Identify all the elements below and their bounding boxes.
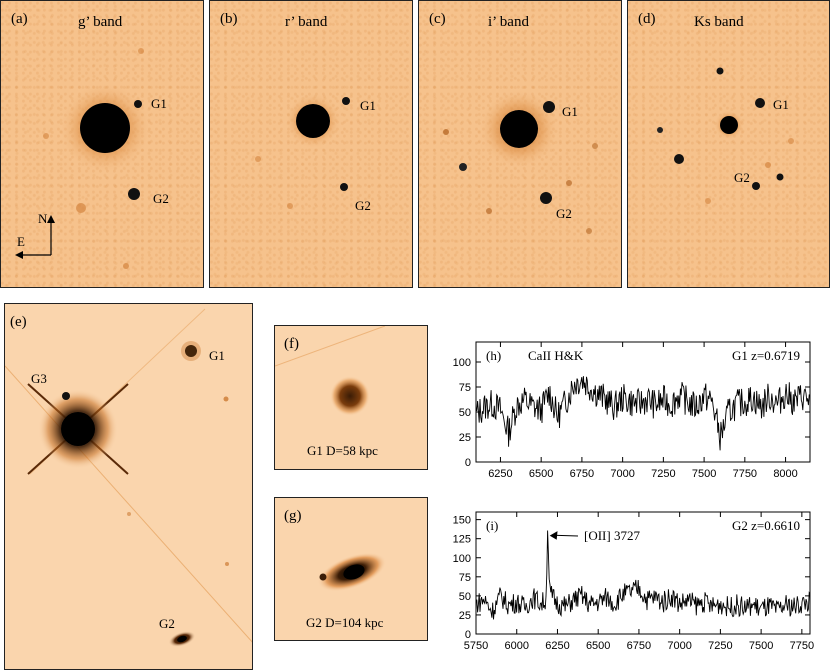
panel-f-label: (f) [284,336,299,352]
panel-e-g2-label: G2 [159,616,175,631]
panel-a-label: (a) [11,11,28,27]
panel-a-sources [15,48,151,269]
panel-g-label: (g) [284,508,302,524]
panel-e-g3-label: G3 [31,371,47,386]
panel-d-g2-label: G2 [734,170,750,185]
panel-b-g1-label: G1 [360,98,376,113]
plot-panel-label: (h) [486,348,501,363]
panel-c-sources [443,89,598,234]
panel-e-image: (e) G1 G3 G2 [4,303,253,670]
x-tick-label: 7250 [708,640,732,652]
x-tick-label: 6750 [570,468,594,480]
x-tick-label: 7250 [651,468,675,480]
x-tick-label: 6500 [529,468,553,480]
caii-annotation: CaII H&K [528,348,584,363]
oii-arrow-head [549,531,558,540]
x-tick-label: 6750 [627,640,651,652]
panel-b-r-band: (b) r’ band G1 G2 [209,0,413,288]
x-tick-label: 6000 [504,640,528,652]
x-tick-label: 7750 [790,640,814,652]
panel-a-g2-label: G2 [153,191,169,206]
x-tick-label: 8000 [773,468,797,480]
y-tick-label: 75 [459,382,471,394]
panel-a-g1-label: G1 [151,96,167,111]
panel-c-label: (c) [429,11,446,27]
x-tick-label: 7000 [667,640,691,652]
x-tick-label: 7750 [733,468,757,480]
x-tick-label: 7000 [610,468,634,480]
y-tick-label: 100 [453,553,471,565]
x-tick-label: 6500 [586,640,610,652]
x-tick-label: 7500 [692,468,716,480]
x-tick-label: 5750 [464,640,488,652]
panel-a-g-band: (a) g’ band G1 G2 N E [0,0,204,288]
panel-d-title: Ks band [694,14,744,30]
y-tick-label: 75 [459,572,471,584]
panel-b-title: r’ band [285,14,328,30]
y-tick-label: 0 [465,629,471,641]
x-tick-label: 6250 [488,468,512,480]
panel-e-g1-label: G1 [209,348,225,363]
panel-f-sources [275,326,386,416]
panel-c-g1-label: G1 [562,104,578,119]
x-tick-label: 6250 [545,640,569,652]
y-tick-label: 50 [459,591,471,603]
panel-e-sources [5,308,252,647]
oii-annotation: [OII] 3727 [584,528,640,543]
panel-b-g2-label: G2 [355,198,371,213]
north-label: N [38,211,48,226]
panel-a-title: g’ band [78,14,123,30]
panel-d-label: (d) [638,11,656,27]
plot-frame [475,341,811,463]
panel-d-sources [657,67,794,204]
redshift-label: G2 z=0.6610 [732,518,800,533]
spectrum-plot-g1: 6250 6500 6750 7000 7250 7500 7750 8000 0 25 50 75 1… [453,341,811,480]
redshift-label: G1 z=0.6719 [732,348,800,363]
plot-frame [475,511,811,635]
plot-panel-label: (i) [486,518,498,533]
panel-b-label: (b) [220,11,238,27]
panel-g-sources [317,552,387,592]
y-tick-label: 25 [459,610,471,622]
y-tick-label: 25 [459,432,471,444]
panel-e-label: (e) [10,314,27,330]
x-tick-label: 7500 [749,640,773,652]
spectrum-line [475,376,811,451]
panel-b-sources [255,93,350,209]
panel-f-g1-zoom: (f) G1 D=58 kpc [274,325,428,470]
oii-arrow-line [553,534,579,537]
east-label: E [17,234,25,249]
y-tick-label: 100 [453,357,471,369]
spectrum-line [475,530,811,620]
panel-f-caption: G1 D=58 kpc [307,443,378,458]
panel-c-g2-label: G2 [556,206,572,221]
panel-c-i-band: (c) i’ band G1 G2 [418,0,622,288]
y-tick-label: 0 [465,457,471,469]
spectrum-plot-g2: 5750 6000 6250 6500 6750 7000 7250 7500 7750 0 25 5… [453,511,814,652]
y-tick-label: 50 [459,407,471,419]
panel-c-title: i’ band [488,14,529,30]
panel-g-caption: G2 D=104 kpc [306,615,384,630]
panel-d-ks-band: (d) Ks band G1 G2 [627,0,830,288]
y-tick-label: 150 [453,515,471,527]
panel-g-g2-zoom: (g) G2 D=104 kpc [274,497,428,641]
panel-d-g1-label: G1 [773,97,789,112]
y-tick-label: 125 [453,534,471,546]
